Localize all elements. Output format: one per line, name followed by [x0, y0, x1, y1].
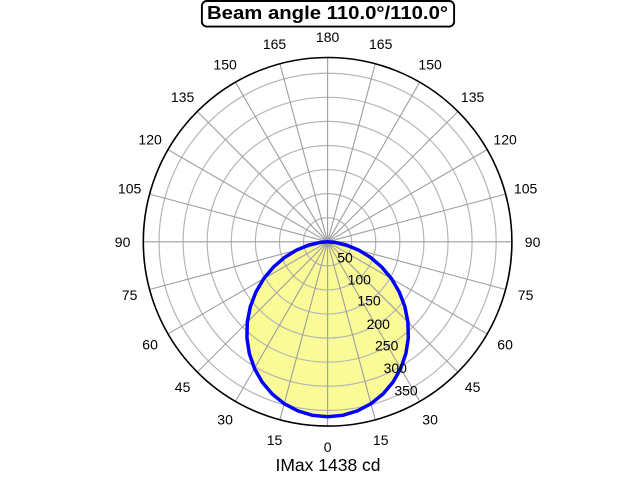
svg-text:0: 0 — [324, 439, 332, 455]
svg-text:60: 60 — [142, 336, 158, 352]
svg-text:135: 135 — [171, 89, 195, 105]
svg-text:30: 30 — [217, 411, 233, 427]
svg-text:45: 45 — [465, 379, 481, 395]
svg-text:120: 120 — [138, 131, 162, 147]
svg-text:150: 150 — [357, 293, 381, 309]
svg-text:150: 150 — [213, 56, 237, 72]
svg-text:60: 60 — [497, 336, 513, 352]
svg-text:15: 15 — [373, 432, 389, 448]
svg-text:100: 100 — [348, 271, 372, 287]
svg-text:180: 180 — [316, 29, 340, 45]
svg-text:75: 75 — [518, 287, 534, 303]
svg-text:165: 165 — [263, 36, 287, 52]
svg-text:250: 250 — [375, 337, 399, 353]
svg-text:300: 300 — [384, 360, 408, 376]
svg-text:120: 120 — [493, 131, 517, 147]
svg-text:15: 15 — [267, 432, 283, 448]
svg-text:45: 45 — [175, 379, 191, 395]
svg-text:150: 150 — [418, 56, 442, 72]
svg-text:50: 50 — [337, 250, 353, 266]
svg-text:IMax 1438 cd: IMax 1438 cd — [275, 455, 380, 475]
svg-text:90: 90 — [115, 234, 131, 250]
svg-text:135: 135 — [461, 89, 485, 105]
svg-text:105: 105 — [514, 181, 538, 197]
svg-text:Beam angle 110.0°/110.0°: Beam angle 110.0°/110.0° — [207, 3, 448, 23]
svg-text:105: 105 — [118, 181, 142, 197]
svg-text:165: 165 — [369, 36, 393, 52]
svg-text:75: 75 — [122, 287, 138, 303]
svg-text:200: 200 — [367, 316, 391, 332]
svg-text:350: 350 — [394, 383, 418, 399]
svg-text:30: 30 — [422, 411, 438, 427]
svg-text:90: 90 — [525, 234, 541, 250]
